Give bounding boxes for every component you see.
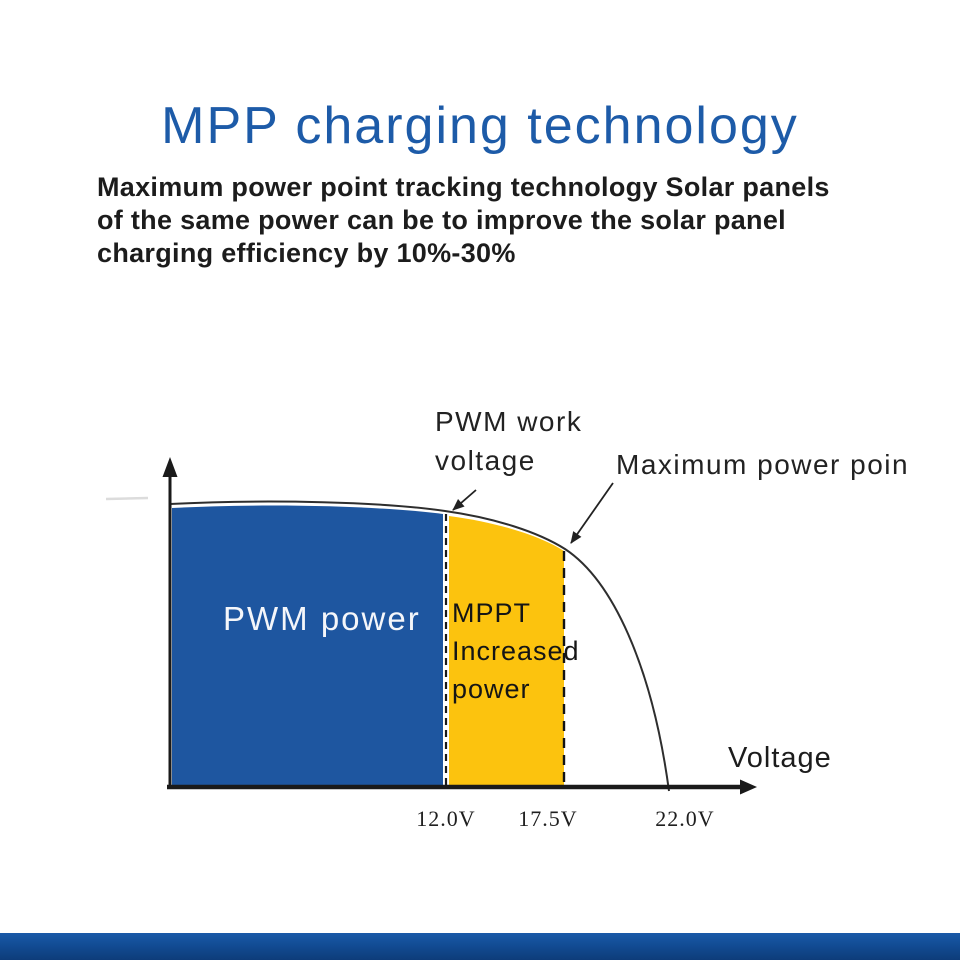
- pwm-work-voltage-arrow-icon: [452, 489, 477, 511]
- mppt-increased-power-area-label: MPPT Increased power: [452, 598, 580, 704]
- x-axis-label: Voltage: [728, 742, 832, 774]
- x-axis-arrowhead-icon: [740, 779, 757, 795]
- pwm-power-area-shape: [172, 505, 443, 786]
- page-description: Maximum power point tracking technology …: [97, 172, 830, 268]
- pv-curve-line: [169, 500, 670, 792]
- y-axis: [162, 457, 178, 789]
- maximum-power-point-arrow-icon: [570, 482, 614, 544]
- x-tick-17-5v: 17.5V: [518, 806, 578, 831]
- curve-left-artifact: [105, 496, 149, 501]
- annotation-maximum-power-point: Maximum power poin: [616, 449, 910, 480]
- x-tick-12v: 12.0V: [416, 806, 476, 831]
- footer-accent-bar: [0, 933, 960, 960]
- x-axis: [167, 779, 757, 795]
- mppt-increased-area-shape: [449, 516, 564, 786]
- page-title: MPP charging technology: [161, 97, 799, 155]
- y-axis-arrowhead-icon: [162, 457, 178, 477]
- annotation-pwm-work-voltage: PWM work voltage: [435, 406, 583, 476]
- x-tick-22v: 22.0V: [655, 806, 715, 831]
- pwm-power-area-label: PWM power: [223, 600, 421, 637]
